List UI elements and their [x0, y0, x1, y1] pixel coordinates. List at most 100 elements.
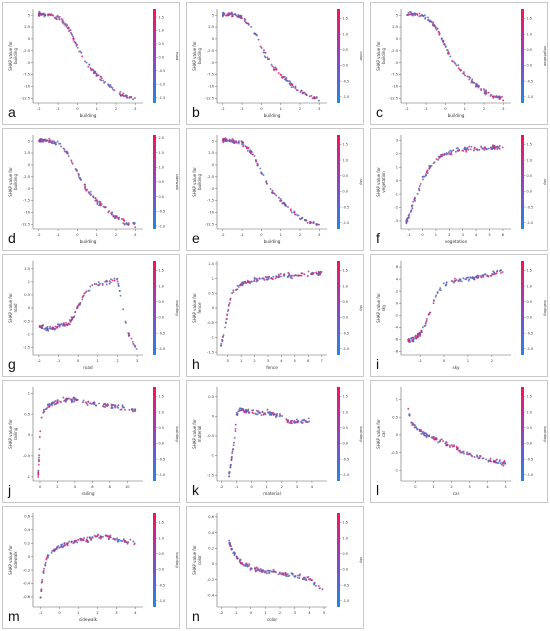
- y-axis-label-line: SHAP value for: [192, 293, 197, 323]
- colorbar-tick-label: 0.0: [159, 195, 164, 199]
- scatter-point: [68, 540, 71, 543]
- scatter-point: [108, 280, 111, 283]
- scatter-point: [125, 94, 128, 97]
- scatter-point: [420, 329, 423, 332]
- colorbar-tick-label: -0.5: [159, 331, 166, 335]
- scatter-point: [104, 280, 107, 283]
- scatter-point: [228, 138, 231, 141]
- colorbar: [521, 387, 524, 481]
- x-tick-label: 3: [134, 233, 136, 237]
- scatter-point: [76, 307, 79, 309]
- y-tick-label: 0.5: [24, 293, 30, 297]
- scatter-point: [96, 202, 99, 205]
- scatter-point: [90, 538, 92, 541]
- scatter-point: [421, 430, 424, 433]
- x-tick-label: 0: [77, 359, 80, 363]
- scatter-point: [44, 138, 47, 141]
- scatter-point: [53, 141, 56, 144]
- y-tick-label: -1: [394, 469, 398, 473]
- scatter-point: [466, 75, 469, 78]
- scatter-point: [318, 223, 320, 226]
- scatter-point: [66, 152, 69, 154]
- scatter-point: [462, 72, 464, 75]
- scatter-point: [285, 575, 288, 578]
- scatter-point: [110, 213, 113, 215]
- colorbar-tick-label: 0.5: [159, 180, 164, 184]
- y-tick-label: -1: [26, 475, 30, 479]
- scatter-point: [289, 81, 292, 84]
- colorbar-tick-label: 1.5: [343, 395, 348, 399]
- panel-letter: g: [8, 356, 16, 372]
- scatter-point: [44, 564, 47, 567]
- y-tick-label: -8: [394, 350, 398, 354]
- x-axis-label: building: [80, 239, 97, 244]
- y-axis-label-line: SHAP value for: [8, 167, 13, 197]
- scatter-points: [407, 269, 504, 344]
- y-tick-label: 0.5: [24, 412, 30, 416]
- scatter-point: [499, 462, 502, 465]
- scatter-point: [108, 282, 111, 285]
- scatter-point: [38, 436, 41, 438]
- scatter-point: [498, 147, 501, 150]
- y-axis-label: SHAP value for building: [376, 41, 386, 71]
- y-tick-label: -7.5: [391, 73, 398, 77]
- scatter-point: [107, 83, 110, 86]
- scatter-point: [492, 460, 495, 463]
- y-tick-label: -10: [208, 85, 215, 89]
- scatter-point: [293, 420, 296, 423]
- colorbar-tick-label: -1.0: [159, 82, 166, 86]
- scatter-point: [56, 399, 59, 401]
- x-tick-label: 0: [444, 107, 447, 111]
- panel-e: -2 -1 0 1 2 3 5 2.5 0 -2.5 -5 -7.5 -10 -12.5 building S…: [186, 128, 364, 251]
- scatter-point: [444, 284, 447, 287]
- scatter-point: [440, 438, 443, 441]
- scatter-point: [233, 142, 236, 145]
- colorbar: [153, 387, 156, 481]
- scatter-point: [275, 194, 278, 197]
- scatter-point: [83, 292, 86, 295]
- x-tick-label: 4: [486, 485, 489, 489]
- scatter-point: [251, 409, 253, 412]
- scatter-point: [244, 563, 247, 566]
- scatter-point: [127, 541, 130, 544]
- colorbar-tick-label: -0.5: [343, 583, 350, 587]
- scatter-point: [477, 276, 480, 279]
- scatter-point: [41, 327, 44, 330]
- x-tick-label: 1: [467, 359, 469, 363]
- colorbar: [153, 261, 156, 355]
- y-axis-label: SHAP value for car: [376, 419, 386, 449]
- scatter-point: [98, 204, 100, 207]
- y-axis-label-line: SHAP value for: [376, 41, 381, 71]
- scatter-point: [445, 152, 448, 154]
- scatter-point: [232, 291, 235, 294]
- scatter-point: [454, 62, 457, 65]
- scatter-point: [97, 281, 100, 284]
- scatter-point: [406, 13, 409, 16]
- colorbar-tick-label: -1.0: [343, 599, 350, 603]
- scatter-point: [265, 572, 268, 575]
- y-tick-label: -1.5: [23, 345, 30, 349]
- x-tick-label: 2: [116, 359, 118, 363]
- scatter-point: [38, 448, 41, 451]
- colorbar-tick-label: 1.0: [159, 284, 164, 288]
- x-tick-label: 2: [56, 485, 58, 489]
- colorbar-tick-label: 0.5: [343, 48, 348, 52]
- scatter-point: [487, 459, 490, 462]
- scatter-point: [257, 410, 260, 413]
- scatter-point: [243, 18, 246, 20]
- scatter-point: [468, 78, 471, 81]
- scatter-point: [253, 276, 256, 279]
- scatter-point: [100, 536, 103, 539]
- scatter-point: [277, 196, 280, 199]
- scatter-point: [63, 323, 66, 326]
- x-tick-label: 6: [91, 485, 94, 489]
- scatter-point: [72, 542, 75, 545]
- y-tick-label: 0: [212, 163, 215, 167]
- scatter-point: [74, 310, 77, 313]
- plot-e: -2 -1 0 1 2 352.50-2.5-5-7.5-10-12.5buildingS…: [192, 135, 364, 244]
- scatter-point: [253, 280, 256, 283]
- x-tick-label: 0: [39, 485, 42, 489]
- scatter-point: [307, 576, 310, 578]
- scatter-point: [119, 294, 122, 297]
- x-tick-label: 2: [279, 611, 281, 615]
